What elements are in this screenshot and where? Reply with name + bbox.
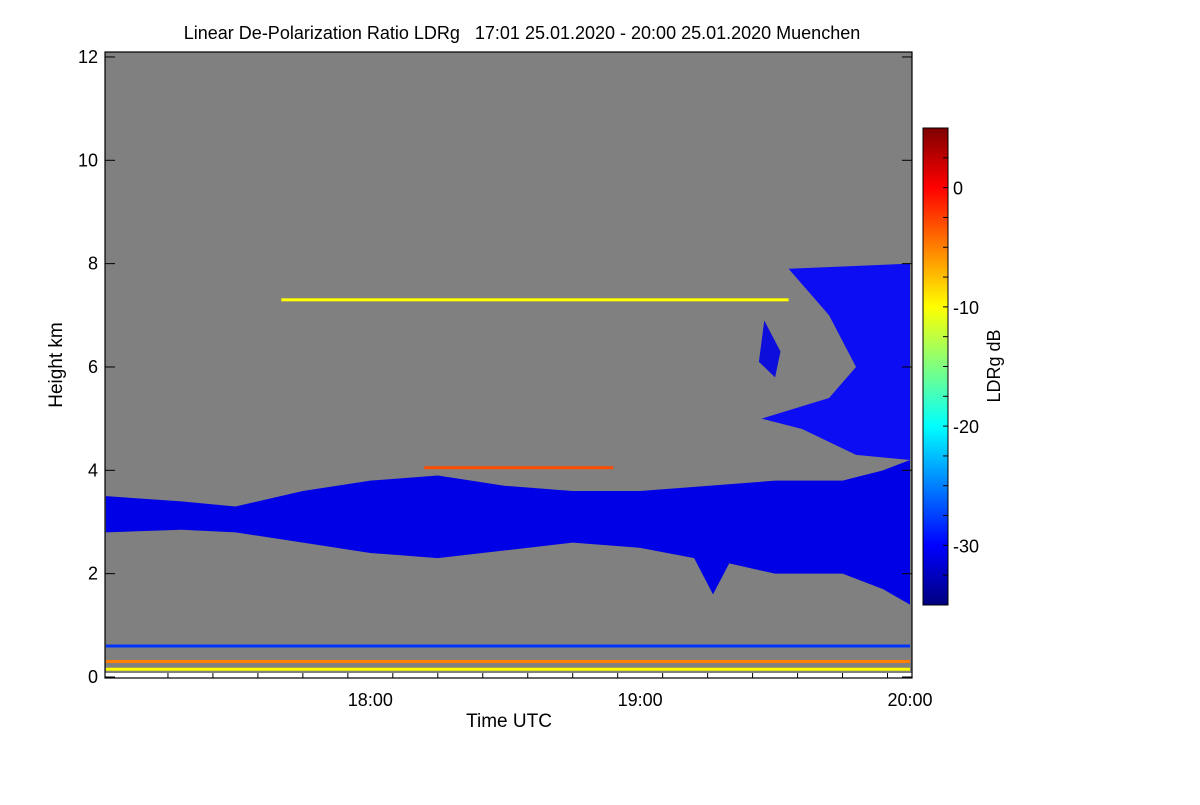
x-tick-label: 18:00: [348, 690, 393, 710]
y-tick-label: 10: [78, 150, 98, 170]
y-tick-label: 8: [88, 254, 98, 274]
thin-layer-4.05km: [424, 466, 614, 470]
y-axis-label: Height km: [46, 322, 67, 408]
y-tick-label: 2: [88, 564, 98, 584]
main-cloud-layer: [105, 459, 911, 605]
colorbar-tick-label: 0: [953, 179, 963, 199]
x-tick-label: 20:00: [887, 690, 932, 710]
colorbar-tick-label: -20: [953, 417, 979, 437]
near-ground-line-0.6km: [105, 644, 911, 648]
colorbar-tick-label: -10: [953, 298, 979, 318]
y-tick-label: 0: [88, 667, 98, 687]
chart-title: Linear De-Polarization Ratio LDRg 17:01 …: [184, 23, 860, 43]
cirrus-fall-streaks: [761, 263, 910, 460]
below-range-strip: [105, 673, 912, 678]
plot-background-no-data: [105, 52, 912, 673]
y-tick-label: 6: [88, 357, 98, 377]
colorbar-label: LDRg dB: [984, 329, 1004, 402]
near-ground-line-0.3km: [105, 659, 911, 663]
colorbar-tick-label: -30: [953, 536, 979, 556]
x-tick-label: 19:00: [618, 690, 663, 710]
near-ground-line-0.15km: [105, 667, 911, 671]
plot-frame: [104, 51, 913, 679]
isolated-cloud-6km: [758, 320, 781, 378]
x-axis-label: Time UTC: [466, 711, 552, 732]
thin-layer-7.3km: [281, 298, 789, 302]
y-tick-label: 4: [88, 460, 98, 480]
y-tick-label: 12: [78, 47, 98, 67]
